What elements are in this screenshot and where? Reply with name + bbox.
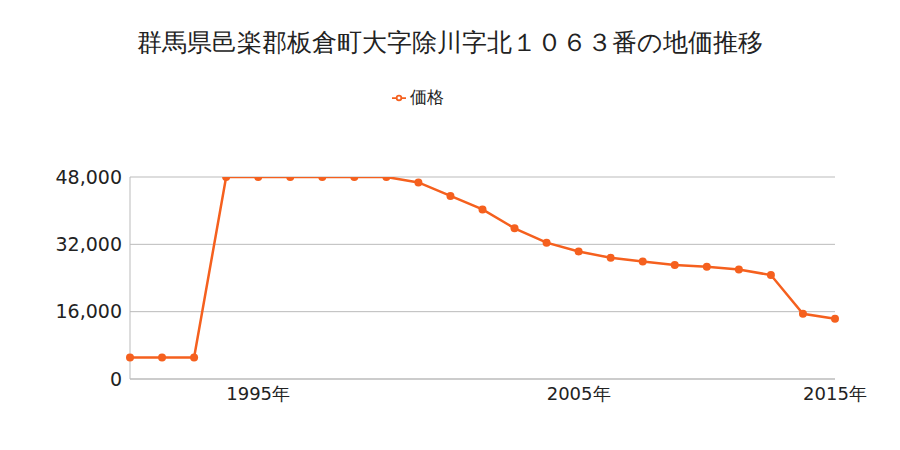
svg-text:32,000: 32,000: [56, 233, 122, 255]
svg-text:2005年: 2005年: [547, 383, 611, 404]
svg-text:16,000: 16,000: [56, 300, 122, 322]
svg-text:0: 0: [110, 368, 122, 390]
html-text:群馬県邑楽郡板倉町大字除川字北１０６３番の地価推移: 群馬県邑楽郡板倉町大字除川字北１０６３番の地価推移: [137, 28, 763, 57]
html-text:価格: 価格: [409, 87, 444, 107]
svg-text:1995年: 1995年: [226, 383, 290, 404]
svg-text:2015年: 2015年: [803, 383, 867, 404]
svg-text:48,000: 48,000: [56, 166, 122, 188]
